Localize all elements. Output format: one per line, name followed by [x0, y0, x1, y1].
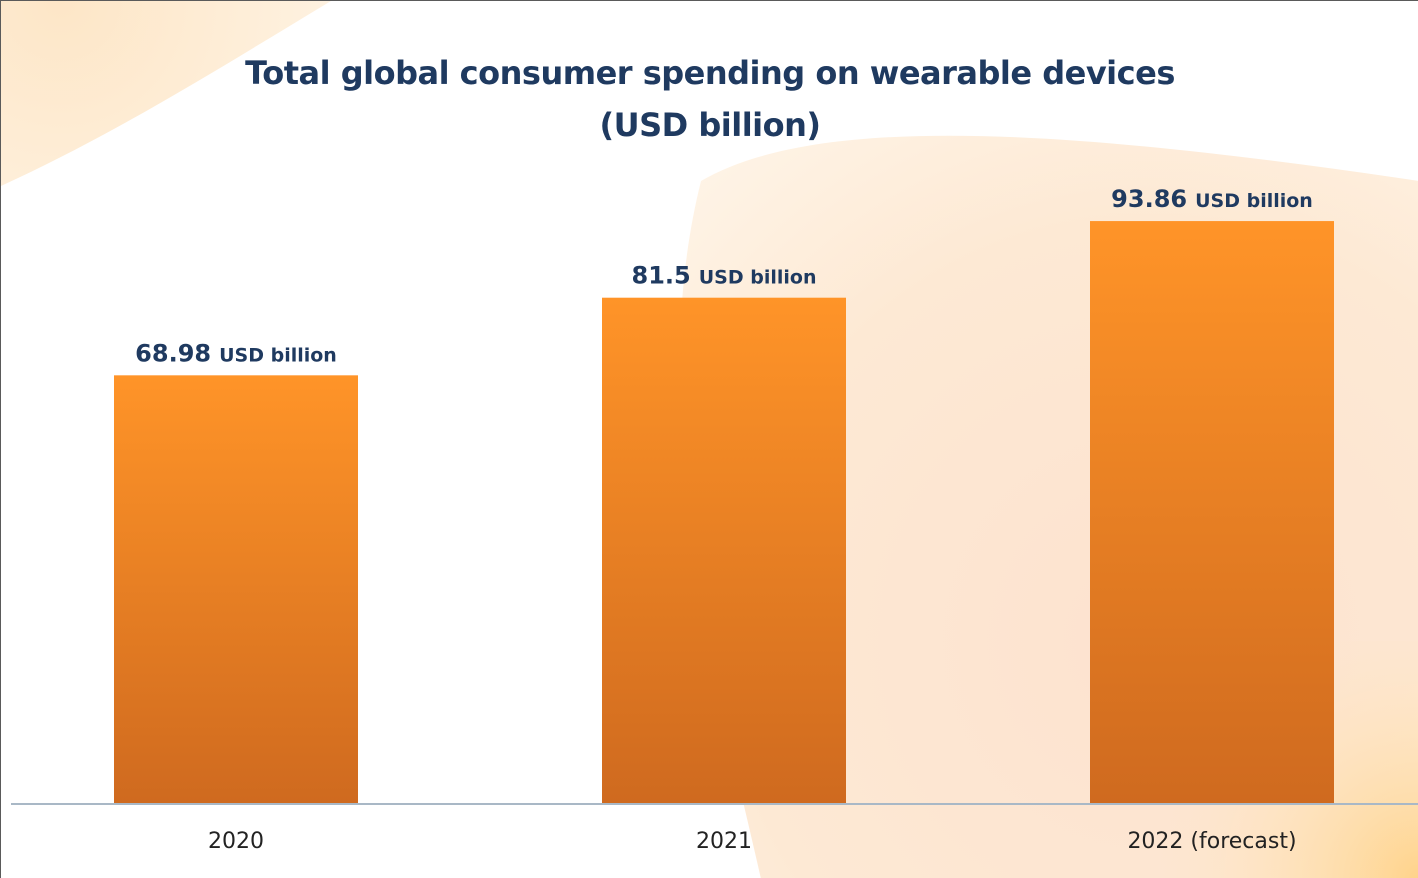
data-labels-group: 68.98 USD billion 81.5 USD billion 93.86 USD … [135, 185, 1313, 367]
bar-3 [1090, 221, 1334, 803]
bar-2 [602, 297, 846, 803]
data-label-value: 93.86 [1111, 185, 1187, 213]
data-label-1: 68.98 USD billion [135, 339, 337, 367]
chart-title-line-2: (USD billion) [599, 106, 821, 144]
category-label-2: 2021 [696, 829, 752, 854]
data-label-3: 93.86 USD billion [1111, 185, 1313, 213]
background-swoosh-top-left [1, 1, 331, 186]
category-labels-group: 2020 2021 2022 (forecast) [208, 829, 1297, 854]
data-label-value: 81.5 [632, 262, 691, 290]
data-label-unit: USD billion [219, 344, 337, 366]
category-label-3: 2022 (forecast) [1127, 829, 1296, 854]
chart-title-line-1: Total global consumer spending on wearab… [245, 54, 1175, 92]
data-label-unit: USD billion [1195, 190, 1313, 212]
bar-1 [114, 375, 358, 803]
data-label-2: 81.5 USD billion [632, 262, 817, 290]
bars-group [114, 221, 1334, 803]
data-label-value: 68.98 [135, 339, 211, 367]
data-label-unit: USD billion [699, 267, 817, 289]
category-label-1: 2020 [208, 829, 264, 854]
